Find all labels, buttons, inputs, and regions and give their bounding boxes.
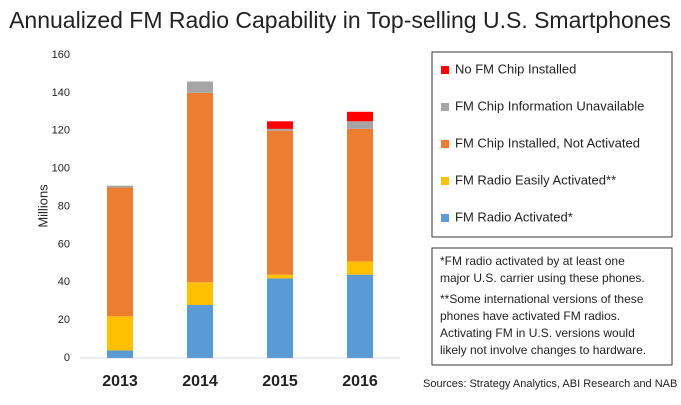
y-tick-label: 0: [64, 352, 70, 364]
x-tick-label: 2016: [342, 373, 378, 390]
bar-segment: [107, 187, 133, 317]
y-axis-label: Millions: [35, 184, 50, 228]
bar-segment: [347, 274, 373, 358]
bar-segment: [347, 121, 373, 129]
y-tick-label: 20: [58, 314, 70, 326]
y-tick-label: 100: [52, 163, 70, 175]
legend-swatch: [441, 214, 449, 222]
legend-label: FM Radio Easily Activated**: [455, 172, 616, 187]
y-tick-label: 80: [58, 200, 70, 212]
bar-segment: [107, 350, 133, 358]
bar-segment: [187, 92, 213, 283]
y-tick-label: 140: [52, 87, 70, 99]
x-tick-label: 2013: [102, 373, 138, 390]
legend-label: No FM Chip Installed: [455, 61, 576, 76]
bar-segment: [347, 111, 373, 122]
source: Sources: Strategy Analytics, ABI Researc…: [423, 378, 681, 390]
bar-segment: [187, 304, 213, 358]
bar-segment: [267, 130, 293, 275]
legend-swatch: [441, 66, 449, 74]
bar-segment: [187, 81, 213, 93]
bar-segment: [107, 185, 133, 188]
note-line: likely not involve changes to hardware.: [440, 343, 646, 357]
legend-swatch: [441, 177, 449, 185]
bar-segment: [107, 316, 133, 351]
y-tick-label: 60: [58, 238, 70, 250]
legend-label: FM Radio Activated*: [455, 209, 573, 224]
y-tick-label: 40: [58, 276, 70, 288]
bar-segment: [267, 128, 293, 131]
legend-box: [431, 51, 673, 238]
x-tick-label: 2014: [182, 373, 218, 390]
x-tick-label: 2015: [262, 373, 298, 390]
notes-box: [431, 247, 673, 366]
note-line: *FM radio activated by at least one: [440, 254, 625, 268]
note-line: major U.S. carrier using these phones.: [440, 271, 645, 285]
y-tick-label: 160: [52, 49, 70, 61]
bar-segment: [267, 274, 293, 279]
note-line: **Some international versions of these: [440, 292, 644, 306]
chart-title: Annualized FM Radio Capability in Top-se…: [9, 7, 671, 33]
legend-swatch: [441, 140, 449, 148]
bar-segment: [187, 282, 213, 305]
note-line: phones have activated FM radios.: [440, 309, 620, 323]
bar-segment: [347, 261, 373, 275]
bar-segment: [347, 128, 373, 262]
y-tick-label: 120: [52, 125, 70, 137]
note-line: Activating FM in U.S. versions would: [440, 326, 635, 340]
legend-label: FM Chip Installed, Not Activated: [455, 135, 640, 150]
legend-label: FM Chip Information Unavailable: [455, 98, 644, 113]
bar-segment: [267, 278, 293, 358]
legend-swatch: [441, 103, 449, 111]
bar-segment: [267, 121, 293, 129]
